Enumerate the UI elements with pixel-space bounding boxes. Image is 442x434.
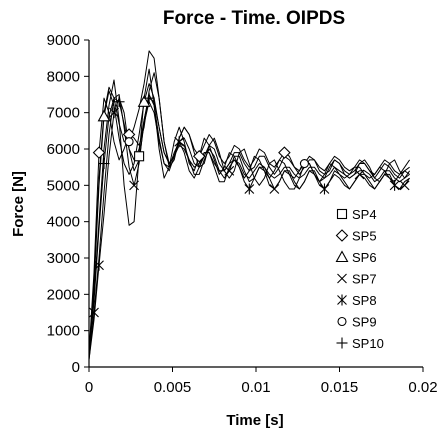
data-point-sp6 (137, 95, 151, 107)
legend-label-sp10: SP10 (352, 336, 384, 351)
series-line-sp9 (89, 50, 411, 357)
legend-bg-sp7 (334, 269, 392, 288)
legend-marker-sp8 (337, 294, 347, 306)
data-point-sp7 (224, 165, 235, 176)
y-axis-ticks: 0 1000 2000 3000 4000 5000 6000 7000 8000 9000 (47, 32, 89, 376)
data-point-sp10 (143, 92, 155, 104)
legend-marker-sp10 (336, 337, 348, 349)
data-point-sp8 (319, 183, 330, 195)
legend-bg-sp5 (334, 226, 392, 245)
y-tick-label: 7000 (47, 105, 80, 122)
data-point-sp7 (269, 184, 280, 194)
legend-label-sp9: SP9 (352, 315, 377, 330)
data-point-sp9 (299, 158, 309, 169)
x-axis-label: Time [s] (226, 412, 283, 429)
x-tick-label: 0.01 (241, 379, 270, 396)
legend-marker-sp7 (337, 273, 347, 284)
marker-layer (89, 92, 410, 318)
y-tick-label: 0 (72, 359, 80, 376)
x-axis-ticks: 0 0.005 0.01 0.015 0.02 (85, 367, 438, 396)
data-point-sp8 (94, 259, 104, 271)
y-tick-label: 5000 (47, 177, 80, 194)
legend-label-sp8: SP8 (352, 293, 377, 308)
x-tick-label: 0.015 (321, 379, 359, 396)
y-tick-label: 1000 (47, 323, 80, 340)
y-tick-label: 4000 (47, 214, 80, 231)
data-point-sp8 (244, 183, 255, 195)
y-tick-label: 9000 (47, 32, 80, 49)
y-tick-label: 6000 (47, 141, 80, 158)
data-point-sp10 (98, 158, 110, 170)
data-point-sp6 (97, 109, 111, 122)
legend-marker-sp9 (337, 316, 347, 327)
data-point-sp7 (89, 307, 99, 318)
data-point-sp10 (113, 96, 125, 108)
y-axis-label: Force [N] (10, 171, 27, 237)
data-point-sp7 (354, 169, 365, 180)
data-point-sp5 (192, 149, 206, 163)
legend-marker-sp6 (335, 250, 349, 263)
data-point-sp8 (389, 179, 400, 191)
legend-bg-sp9 (334, 312, 392, 331)
legend-label-sp4: SP4 (352, 207, 377, 222)
y-tick-label: 3000 (47, 250, 80, 267)
legend-marker-sp4 (336, 208, 348, 220)
x-tick-label: 0 (85, 379, 93, 396)
x-tick-label: 0.005 (154, 379, 192, 396)
x-tick-label: 0.02 (408, 379, 437, 396)
legend-label-sp6: SP6 (352, 250, 377, 265)
legend-bg-sp6 (334, 248, 392, 266)
legend-bg-sp4 (334, 205, 392, 223)
data-point-sp8 (174, 136, 185, 148)
y-tick-label: 8000 (47, 68, 80, 85)
legend-bg-sp10 (334, 334, 392, 352)
y-tick-label: 2000 (47, 286, 80, 303)
legend-label-sp7: SP7 (352, 272, 377, 287)
data-point-sp8 (109, 107, 119, 119)
legend: SP4 SP5 SP6 SP7 SP8 SP9 SP10 (334, 205, 392, 352)
data-point-sp5 (278, 146, 291, 159)
data-point-sp5 (92, 146, 106, 159)
legend-label-sp5: SP5 (352, 229, 377, 244)
chart-title: Force - Time. OIPDS (163, 8, 345, 29)
data-point-sp7 (399, 180, 410, 191)
series-line-sp10 (89, 97, 410, 357)
data-point-sp4 (134, 151, 145, 162)
data-point-sp7 (129, 180, 139, 191)
legend-marker-sp5 (335, 229, 349, 242)
legend-bg-sp8 (334, 291, 392, 309)
data-point-sp9 (124, 137, 134, 147)
series-line-sp6 (89, 83, 410, 357)
